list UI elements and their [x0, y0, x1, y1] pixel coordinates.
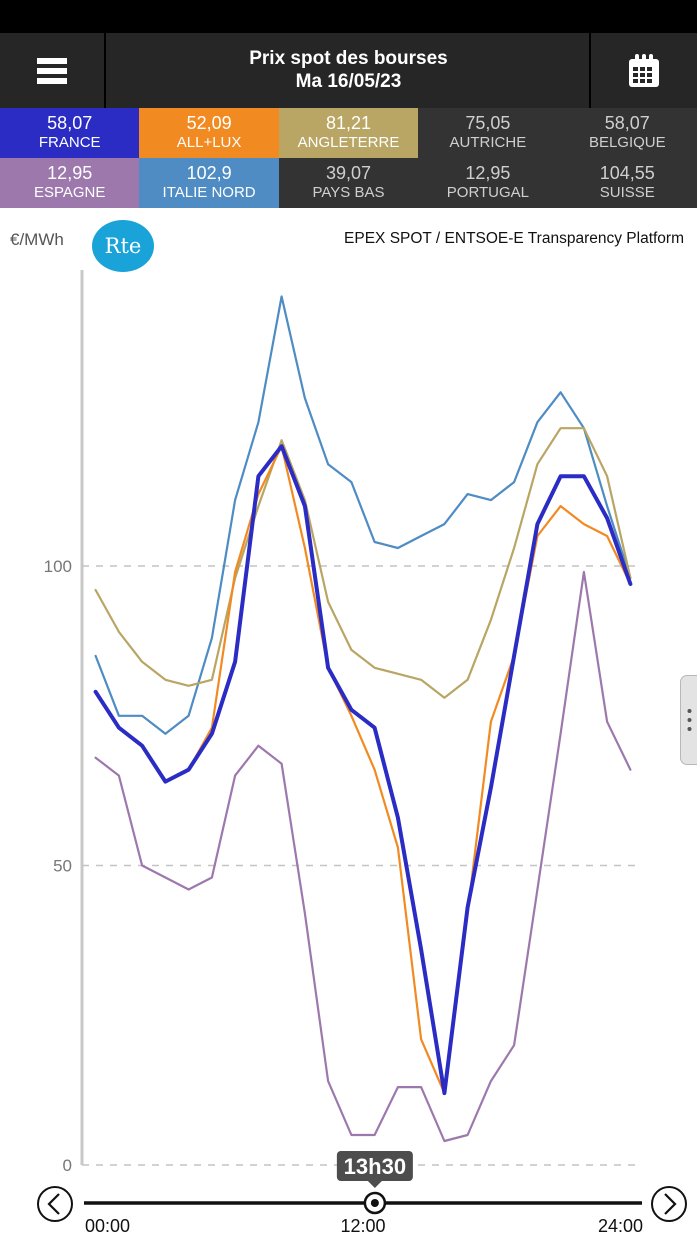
x-tick-label: 24:00 — [598, 1216, 643, 1236]
cursor-tag-pointer — [367, 1181, 382, 1188]
tile-price: 12,95 — [465, 163, 511, 183]
page-title: Prix spot des bourses — [249, 48, 448, 69]
y-tick-label: 50 — [53, 857, 72, 876]
series-line-all-lux — [94, 445, 632, 1095]
market-tile-suisse[interactable]: 104,55 SUISSE — [557, 158, 697, 208]
rte-logo: Rte — [92, 220, 154, 272]
header-title-block: Prix spot des bourses Ma 16/05/23 — [108, 47, 589, 93]
cursor-time-label: 13h30 — [344, 1154, 406, 1179]
market-tile-belgique[interactable]: 58,07 BELGIQUE — [557, 108, 697, 158]
market-tile-italie-nord[interactable]: 102,9 ITALIE NORD — [139, 158, 279, 208]
tile-price: 81,21 — [325, 113, 372, 133]
source-label: EPEX SPOT / ENTSOE-E Transparency Platfo… — [344, 230, 684, 247]
series-line-france — [93, 444, 633, 1096]
tile-price: 58,07 — [604, 113, 650, 133]
market-tile-espagne[interactable]: 12,95 ESPAGNE — [0, 158, 140, 208]
x-tick-label: 12:00 — [340, 1216, 385, 1236]
market-tiles: 58,07 FRANCE 52,09 ALL+LUX 81,21 ANGLETERRE 75… — [0, 108, 697, 208]
x-tick-label: 00:00 — [85, 1216, 130, 1236]
series-line-italie-nord — [94, 295, 632, 735]
prev-day-button[interactable] — [37, 1186, 73, 1222]
tile-price: 75,05 — [465, 113, 511, 133]
app-header: Prix spot des bourses Ma 16/05/23 — [0, 33, 697, 108]
tile-price: 104,55 — [599, 163, 655, 183]
chevron-left-icon — [47, 1193, 60, 1215]
menu-button[interactable] — [0, 33, 106, 108]
market-tile-all-lux[interactable]: 52,09 ALL+LUX — [139, 108, 279, 158]
market-tile-angleterre[interactable]: 81,21 ANGLETERRE — [278, 108, 419, 158]
calendar-button[interactable] — [589, 33, 697, 108]
tile-market-name: ANGLETERRE — [297, 134, 400, 151]
tile-price: 52,09 — [186, 113, 232, 133]
time-slider-thumb-dot — [370, 1199, 379, 1207]
tile-market-name: BELGIQUE — [588, 134, 666, 151]
series-line-angleterre — [94, 427, 632, 699]
tile-market-name: PORTUGAL — [446, 184, 530, 201]
tile-price: 12,95 — [47, 163, 93, 183]
market-tile-pays-bas[interactable]: 39,07 PAYS BAS — [278, 158, 419, 208]
y-tick-label: 0 — [63, 1156, 72, 1175]
unit-label: €/MWh — [10, 230, 64, 249]
side-panel-handle[interactable] — [680, 675, 697, 765]
tile-market-name: ITALIE NORD — [162, 184, 256, 201]
tile-market-name: SUISSE — [599, 184, 655, 201]
price-chart: 0 50 100 13h30 00:00 12:00 24:00 — [37, 270, 687, 1236]
tile-price: 58,07 — [47, 113, 93, 133]
tile-market-name: AUTRICHE — [449, 134, 527, 151]
y-tick-label: 100 — [44, 557, 72, 576]
market-tile-france[interactable]: 58,07 FRANCE — [0, 108, 140, 158]
cursor-tag-bg — [336, 1151, 413, 1181]
tile-market-name: ESPAGNE — [33, 184, 106, 201]
tile-price: 102,9 — [186, 163, 232, 183]
chevron-right-icon — [664, 1193, 677, 1215]
series-line-espagne — [94, 570, 632, 1143]
market-tile-portugal[interactable]: 12,95 PORTUGAL — [418, 158, 558, 208]
calendar-icon — [629, 53, 659, 87]
status-bar — [0, 0, 697, 33]
hamburger-icon — [37, 57, 67, 84]
tile-market-name: ALL+LUX — [176, 134, 242, 151]
tile-market-name: PAYS BAS — [312, 184, 385, 201]
tile-price: 39,07 — [325, 163, 372, 183]
more-vertical-icon — [687, 709, 691, 731]
market-tile-autriche[interactable]: 75,05 AUTRICHE — [418, 108, 558, 158]
next-day-button[interactable] — [651, 1186, 687, 1222]
selected-date: Ma 16/05/23 — [295, 71, 402, 92]
tile-market-name: FRANCE — [38, 134, 101, 151]
